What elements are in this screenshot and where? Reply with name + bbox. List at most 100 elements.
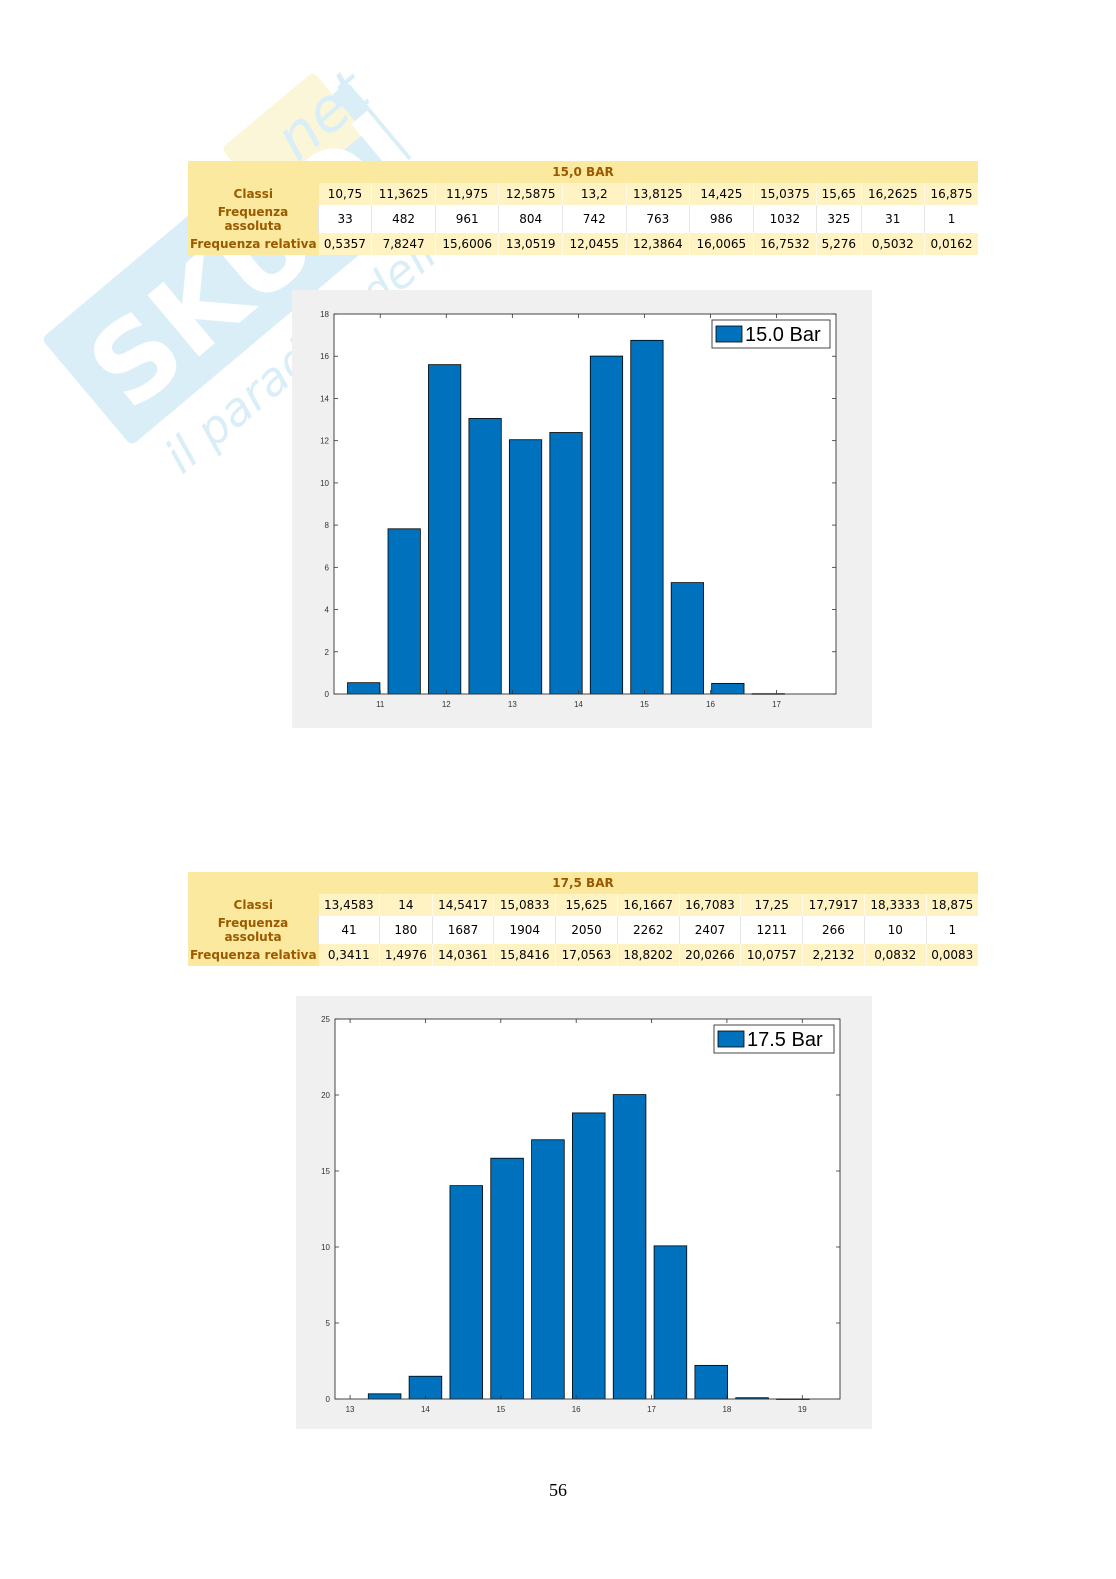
row-label: Frequenza assoluta bbox=[188, 916, 319, 944]
bar bbox=[612, 1094, 647, 1400]
table-cell: 5,276 bbox=[816, 233, 862, 255]
table-cell: 18,8202 bbox=[616, 944, 680, 966]
table-cell: 14,425 bbox=[689, 183, 754, 205]
table-cell: 180 bbox=[379, 916, 433, 944]
histogram-17-5-bar-panel: 13 14 15 16 17 18 19 0 5 10 15 20 25 17.5 Bar bbox=[296, 996, 872, 1429]
table-title: 15,0 BAR bbox=[188, 161, 978, 183]
y-tick-label: 2 bbox=[325, 648, 330, 657]
x-tick-label: 19 bbox=[798, 1405, 807, 1414]
histogram-15-bar-chart: 11 12 13 14 15 16 17 0 2 4 6 8 10 12 14 16 18 15.0 Bar bbox=[320, 310, 837, 709]
table-cell: 15,8416 bbox=[493, 944, 556, 966]
table-cell: 14 bbox=[379, 894, 433, 916]
table-cell: 11,3625 bbox=[371, 183, 436, 205]
table-cell: 16,7532 bbox=[752, 233, 817, 255]
table-cell: 12,3864 bbox=[625, 233, 690, 255]
table-cell: 41 bbox=[317, 916, 380, 944]
table-cell: 2,2132 bbox=[802, 944, 865, 966]
x-tick-label: 17 bbox=[772, 700, 781, 709]
table-cell: 0,0162 bbox=[924, 233, 978, 255]
row-label: Frequenza relativa bbox=[188, 233, 319, 255]
legend-label: 17.5 Bar bbox=[747, 1029, 823, 1051]
table-cell: 1 bbox=[924, 205, 978, 233]
y-tick-label: 14 bbox=[320, 394, 329, 403]
table-cell: 17,25 bbox=[740, 894, 803, 916]
legend-box bbox=[713, 1024, 835, 1054]
table-cell: 1,4976 bbox=[379, 944, 433, 966]
y-tick-label: 6 bbox=[325, 563, 330, 572]
table-cell: 1687 bbox=[431, 916, 494, 944]
x-tick-label: 15 bbox=[640, 700, 649, 709]
y-tick-label: 4 bbox=[325, 606, 330, 615]
bar bbox=[630, 339, 664, 695]
bar bbox=[387, 528, 421, 695]
legend-label: 15.0 Bar bbox=[745, 324, 821, 346]
bar bbox=[508, 439, 543, 695]
histogram-17-5-bar-chart: 13 14 15 16 17 18 19 0 5 10 15 20 25 17.5 Bar bbox=[321, 1015, 841, 1414]
table-cell: 13,4583 bbox=[318, 894, 380, 916]
table-cell: 961 bbox=[434, 205, 499, 233]
x-tick-label: 14 bbox=[574, 700, 583, 709]
table-row: Frequenza relativa 0,3411 1,4976 14,0361… bbox=[188, 944, 978, 966]
y-tick-label: 15 bbox=[321, 1167, 330, 1176]
x-tick-label: 18 bbox=[722, 1405, 731, 1414]
table-cell: 10 bbox=[863, 916, 927, 944]
table-cell: 15,65 bbox=[816, 183, 862, 205]
bar bbox=[572, 1112, 606, 1400]
table-cell: 15,6006 bbox=[434, 233, 499, 255]
bar bbox=[653, 1245, 688, 1400]
axes-box bbox=[333, 313, 837, 695]
table-cell: 18,3333 bbox=[863, 894, 927, 916]
x-tick-label: 14 bbox=[421, 1405, 430, 1414]
y-tick-label: 16 bbox=[320, 352, 329, 361]
bar bbox=[468, 418, 502, 695]
table-cell: 14,5417 bbox=[431, 894, 494, 916]
table-cell: 1 bbox=[925, 916, 978, 944]
bar bbox=[549, 432, 583, 695]
table-cell: 13,0519 bbox=[498, 233, 563, 255]
table-cell: 11,975 bbox=[434, 183, 499, 205]
x-tick-label: 13 bbox=[508, 700, 517, 709]
table-row: Frequenza assoluta 33 482 961 804 742 76… bbox=[188, 205, 978, 233]
table-cell: 986 bbox=[689, 205, 754, 233]
bar bbox=[347, 682, 381, 695]
table-cell: 2407 bbox=[678, 916, 741, 944]
table-cell: 0,5032 bbox=[860, 233, 925, 255]
bar bbox=[531, 1139, 565, 1400]
x-tick-label: 15 bbox=[496, 1405, 505, 1414]
bar bbox=[711, 682, 745, 695]
table-cell: 17,0563 bbox=[555, 944, 618, 966]
row-label: Frequenza assoluta bbox=[188, 205, 319, 233]
bar bbox=[490, 1157, 524, 1400]
table-row: Frequenza assoluta 41 180 1687 1904 2050… bbox=[188, 916, 978, 944]
table-cell: 12,0455 bbox=[561, 233, 627, 255]
legend-swatch bbox=[717, 1030, 745, 1048]
table-cell: 17,7917 bbox=[802, 894, 865, 916]
y-tick-label: 0 bbox=[326, 1395, 331, 1404]
table-cell: 13,8125 bbox=[625, 183, 690, 205]
row-label: Classi bbox=[188, 894, 319, 916]
table-cell: 16,875 bbox=[924, 183, 978, 205]
y-tick-label: 25 bbox=[321, 1015, 330, 1024]
table-cell: 2262 bbox=[616, 916, 680, 944]
table-cell: 33 bbox=[317, 205, 372, 233]
row-label: Classi bbox=[188, 183, 319, 205]
y-tick-label: 5 bbox=[326, 1319, 331, 1328]
legend-swatch bbox=[715, 325, 743, 343]
table-cell: 16,7083 bbox=[678, 894, 741, 916]
table-cell: 18,875 bbox=[925, 894, 978, 916]
y-tick-label: 8 bbox=[325, 521, 330, 530]
table-cell: 763 bbox=[625, 205, 690, 233]
row-label: Frequenza relativa bbox=[188, 944, 319, 966]
table-cell: 1211 bbox=[740, 916, 803, 944]
table-cell: 1032 bbox=[752, 205, 817, 233]
page-number: 56 bbox=[549, 1480, 567, 1500]
table-row: Classi 13,4583 14 14,5417 15,0833 15,625… bbox=[188, 894, 978, 916]
table-cell: 482 bbox=[371, 205, 436, 233]
frequency-table-15-bar: 15,0 BAR Classi 10,75 11,3625 11,975 12,… bbox=[188, 161, 978, 255]
x-tick-label: 16 bbox=[706, 700, 715, 709]
table-title: 17,5 BAR bbox=[188, 872, 978, 894]
table-cell: 16,1667 bbox=[616, 894, 680, 916]
frequency-table-17-5-bar: 17,5 BAR Classi 13,4583 14 14,5417 15,08… bbox=[188, 872, 978, 966]
y-tick-label: 12 bbox=[320, 437, 329, 446]
table-cell: 0,0083 bbox=[925, 944, 978, 966]
